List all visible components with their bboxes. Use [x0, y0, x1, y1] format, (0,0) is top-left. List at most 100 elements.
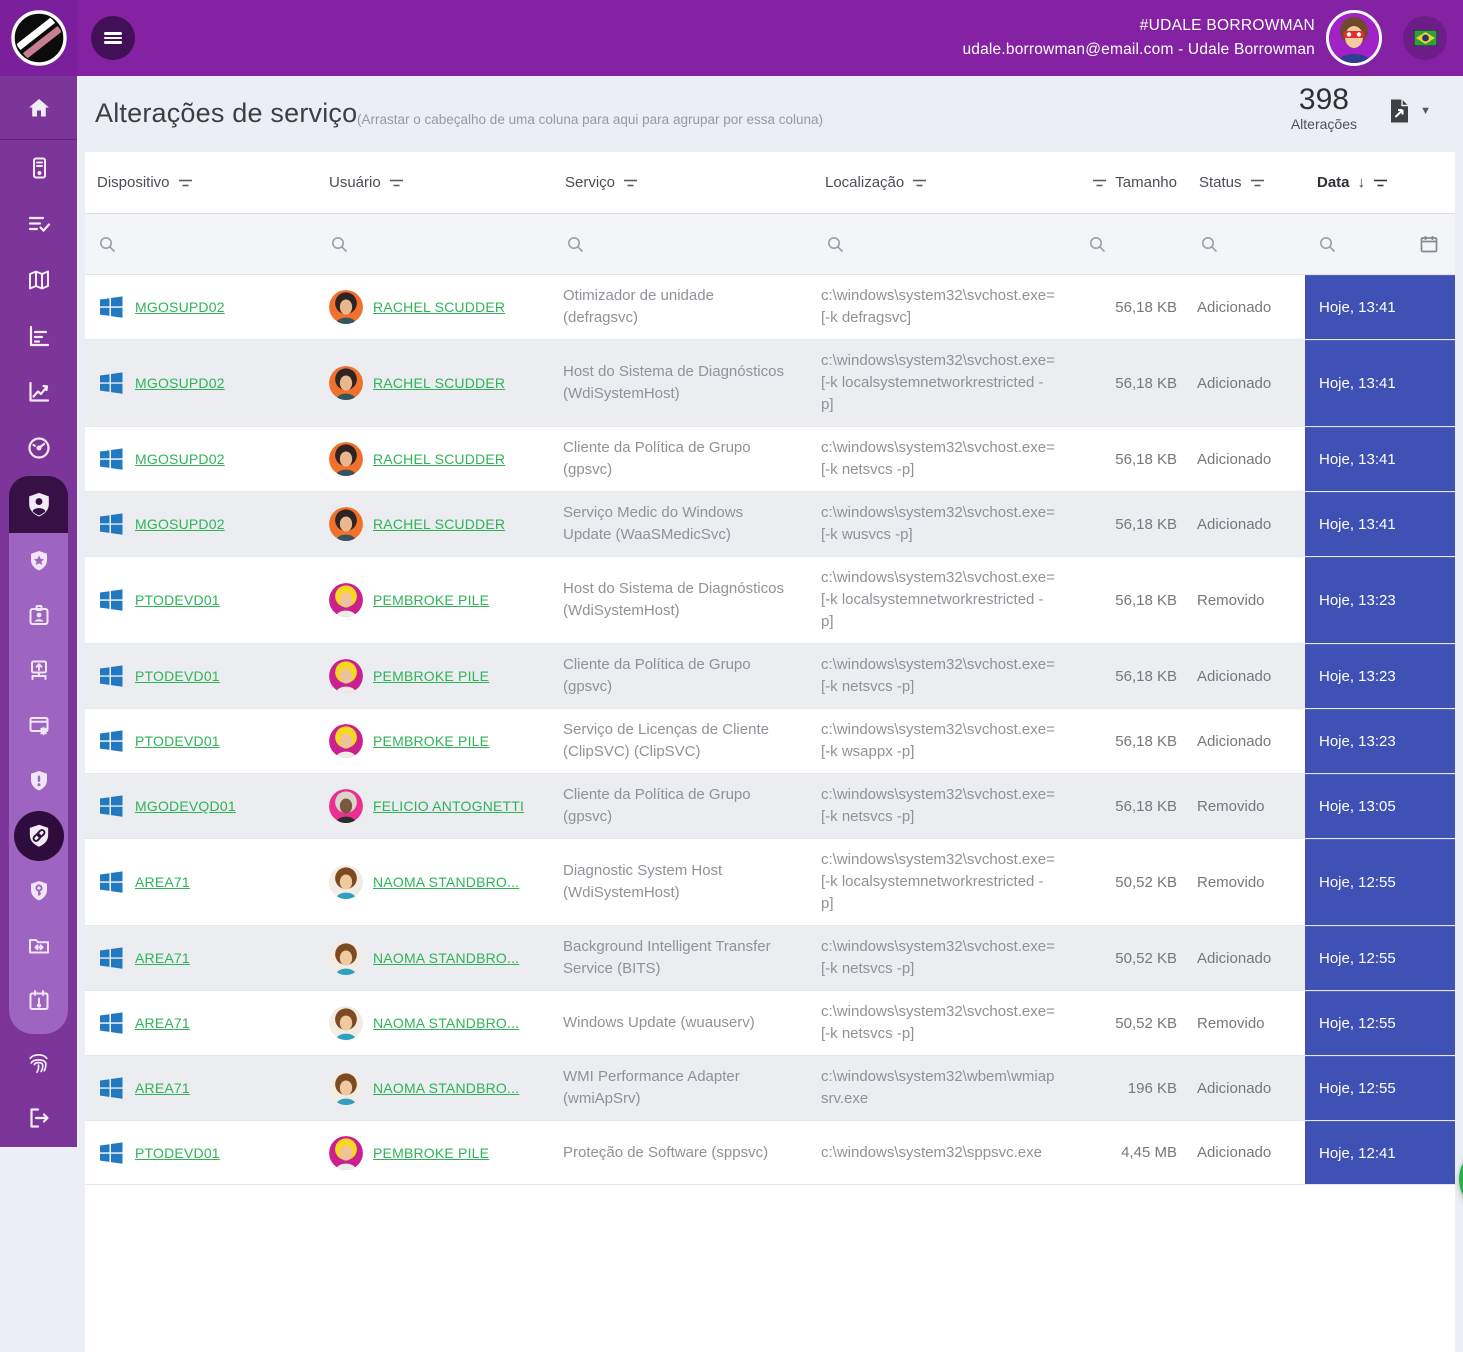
user-avatar-icon [329, 1136, 363, 1170]
device-link[interactable]: PTODEVD01 [135, 592, 220, 608]
user-link[interactable]: PEMBROKE PILE [373, 592, 489, 608]
filter-icon[interactable] [623, 178, 638, 188]
user-link[interactable]: PEMBROKE PILE [373, 668, 489, 684]
sidebar-item-sign-out[interactable] [0, 1090, 77, 1146]
user-link[interactable]: NAOMA STANDBRO... [373, 1015, 519, 1031]
filter-icon[interactable] [1373, 178, 1388, 188]
change-date: Hoje, 13:23 [1305, 709, 1455, 773]
sidebar-item-fingerprint[interactable] [0, 1034, 77, 1090]
service-filter-input[interactable] [592, 236, 740, 252]
sidebar-item-computer[interactable] [0, 140, 77, 196]
sidebar-item-home[interactable] [0, 76, 77, 139]
search-icon [1201, 236, 1218, 253]
user-link[interactable]: RACHEL SCUDDER [373, 451, 505, 467]
sidebar-item-gauge[interactable] [0, 420, 77, 476]
service-location: c:\windows\system32\sppsvc.exe [813, 1121, 1075, 1184]
sidebar-subitem-shield-link-active[interactable] [9, 808, 68, 863]
user-avatar-icon [329, 659, 363, 693]
device-cell: PTODEVD01 [85, 709, 317, 773]
sidebar-subitem-remote-upload[interactable] [9, 643, 68, 698]
filter-icon[interactable] [178, 178, 193, 188]
filter-icon[interactable] [389, 178, 404, 188]
sidebar-subitem-shield-alert[interactable] [9, 753, 68, 808]
sidebar-item-shield-user-active[interactable] [9, 476, 68, 533]
language-selector-button[interactable] [1403, 16, 1447, 60]
device-link[interactable]: AREA71 [135, 874, 190, 890]
app-logo[interactable] [0, 0, 77, 76]
device-link[interactable]: PTODEVD01 [135, 668, 220, 684]
location-filter-input[interactable] [852, 236, 1001, 252]
service-name: Cliente da Política de Grupo (gpsvc) [553, 427, 813, 491]
column-header-location[interactable]: Localização [813, 152, 1075, 213]
column-header-size[interactable]: Tamanho [1075, 152, 1187, 213]
sidebar-subitem-shield-star[interactable] [9, 533, 68, 588]
user-filter-input[interactable] [356, 236, 489, 252]
export-button[interactable]: ▼ [1389, 98, 1431, 124]
device-link[interactable]: MGOSUPD02 [135, 299, 225, 315]
bar-chart-icon [26, 323, 52, 349]
change-status: Adicionado [1187, 1056, 1305, 1120]
filter-cell-date[interactable] [1305, 214, 1455, 274]
filter-cell-device[interactable] [85, 214, 317, 274]
user-link[interactable]: PEMBROKE PILE [373, 733, 489, 749]
sidebar-item-bar-chart[interactable] [0, 308, 77, 364]
user-link[interactable]: RACHEL SCUDDER [373, 375, 505, 391]
user-link[interactable]: NAOMA STANDBRO... [373, 1080, 519, 1096]
user-avatar-button[interactable] [1326, 10, 1382, 66]
service-name: WMI Performance Adapter (wmiApSrv) [553, 1056, 813, 1120]
user-link[interactable]: NAOMA STANDBRO... [373, 874, 519, 890]
sidebar-subitem-shield-key[interactable] [9, 863, 68, 918]
calendar-picker-icon[interactable] [1419, 234, 1439, 254]
filter-icon[interactable] [1092, 178, 1107, 188]
device-link[interactable]: AREA71 [135, 950, 190, 966]
user-cell: FELICIO ANTOGNETTI [317, 774, 553, 838]
sidebar-item-line-chart[interactable] [0, 364, 77, 420]
column-header-user[interactable]: Usuário [317, 152, 553, 213]
device-link[interactable]: PTODEVD01 [135, 733, 220, 749]
add-report-fab-button[interactable] [1459, 1145, 1463, 1213]
page-title: Alterações de serviço [95, 98, 357, 129]
column-header-device[interactable]: Dispositivo [85, 152, 317, 213]
device-link[interactable]: AREA71 [135, 1080, 190, 1096]
service-size: 56,18 KB [1075, 557, 1187, 643]
column-header-date[interactable]: Data ↓ [1305, 152, 1455, 213]
export-report-icon [1389, 98, 1410, 124]
sidebar-subitem-calendar-alert[interactable] [9, 973, 68, 1028]
device-link[interactable]: AREA71 [135, 1015, 190, 1031]
filter-cell-status[interactable] [1187, 214, 1305, 274]
filter-cell-service[interactable] [553, 214, 813, 274]
user-link[interactable]: NAOMA STANDBRO... [373, 950, 519, 966]
user-link[interactable]: RACHEL SCUDDER [373, 516, 505, 532]
change-status: Removido [1187, 557, 1305, 643]
account-info[interactable]: #UDALE BORROWMAN udale.borrowman@email.c… [962, 14, 1315, 62]
shield-user-icon [24, 490, 54, 520]
table-row: PTODEVD01 PEMBROKE PILE Serviço de Licen… [85, 709, 1455, 774]
device-link[interactable]: MGODEVQD01 [135, 798, 236, 814]
change-status: Adicionado [1187, 492, 1305, 556]
device-cell: MGOSUPD02 [85, 427, 317, 491]
filter-icon[interactable] [1250, 178, 1265, 188]
user-link[interactable]: FELICIO ANTOGNETTI [373, 798, 524, 814]
device-filter-input[interactable] [124, 236, 255, 252]
service-size: 56,18 KB [1075, 427, 1187, 491]
filter-icon[interactable] [912, 178, 927, 188]
device-link[interactable]: MGOSUPD02 [135, 375, 225, 391]
user-link[interactable]: RACHEL SCUDDER [373, 299, 505, 315]
service-location: c:\windows\system32\svchost.exe=[-k nets… [813, 644, 1075, 708]
filter-cell-user[interactable] [317, 214, 553, 274]
device-link[interactable]: MGOSUPD02 [135, 516, 225, 532]
filter-cell-location[interactable] [813, 214, 1075, 274]
column-header-status[interactable]: Status [1187, 152, 1305, 213]
line-chart-icon [26, 379, 52, 405]
sidebar-subitem-id-badge[interactable] [9, 588, 68, 643]
sidebar-subitem-folder-transfer[interactable] [9, 918, 68, 973]
filter-cell-size[interactable] [1075, 214, 1187, 274]
sidebar-item-task-list[interactable] [0, 196, 77, 252]
column-header-service[interactable]: Serviço [553, 152, 813, 213]
device-link[interactable]: MGOSUPD02 [135, 451, 225, 467]
table-row: AREA71 NAOMA STANDBRO... WMI Performance… [85, 1056, 1455, 1121]
topbar: #UDALE BORROWMAN udale.borrowman@email.c… [0, 0, 1463, 76]
sidebar-item-map[interactable] [0, 252, 77, 308]
menu-toggle-button[interactable] [91, 16, 135, 60]
sidebar-subitem-window-settings[interactable] [9, 698, 68, 753]
